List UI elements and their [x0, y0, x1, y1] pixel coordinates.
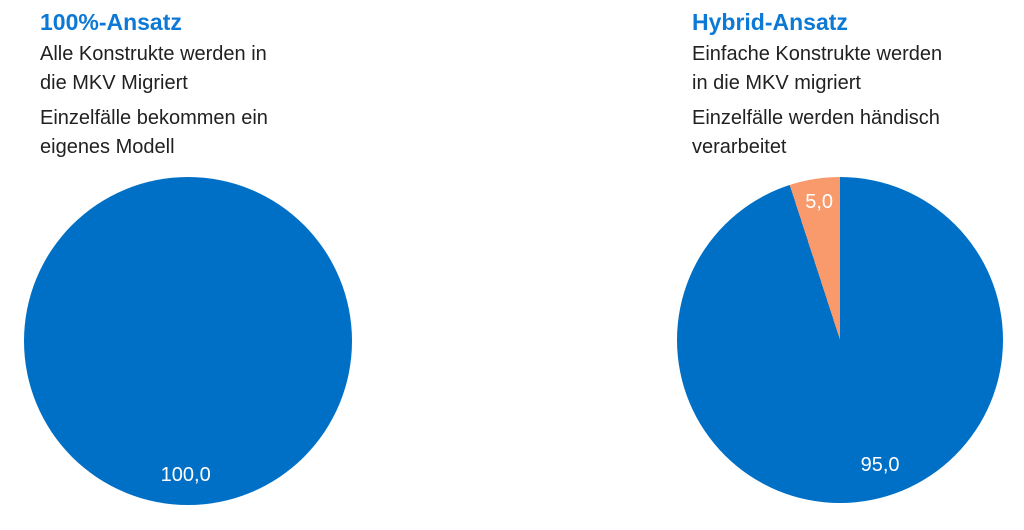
- panel-title-hybrid-ansatz: Hybrid-Ansatz: [692, 9, 848, 35]
- panel-paragraph: Alle Konstrukte werden in die MKV Migrie…: [40, 40, 360, 98]
- panel-hybrid-ansatz-text: Hybrid-Ansatz Einfache Konstrukte werden…: [692, 7, 1012, 162]
- pie-slice-value-label: 5,0: [805, 191, 834, 214]
- paragraph-line: Alle Konstrukte werden in: [40, 43, 267, 65]
- pie-slice-value-label: 95,0: [860, 453, 900, 476]
- panel-paragraph: Einzelfälle werden händisch verarbeitet: [692, 104, 1012, 162]
- pie-chart-hybrid-ansatz: 95,0 5,0: [677, 177, 1003, 503]
- panel-paragraph: Einfache Konstrukte werden in die MKV mi…: [692, 40, 1012, 98]
- paragraph-line: Einfache Konstrukte werden: [692, 43, 943, 65]
- panel-100-ansatz-text: 100%-Ansatz Alle Konstrukte werden in di…: [40, 7, 360, 162]
- paragraph-line: in die MKV migriert: [692, 72, 861, 94]
- paragraph-line: verarbeitet: [692, 136, 787, 158]
- paragraph-line: die MKV Migriert: [40, 72, 188, 94]
- panel-title-100-ansatz: 100%-Ansatz: [40, 9, 182, 35]
- panel-paragraph: Einzelfälle bekommen ein eigenes Modell: [40, 104, 360, 162]
- pie-slice-value-label: 100,0: [160, 464, 211, 487]
- paragraph-line: Einzelfälle werden händisch: [692, 107, 940, 129]
- pie-chart-100-ansatz: 100,0: [24, 177, 352, 505]
- paragraph-line: eigenes Modell: [40, 136, 175, 158]
- paragraph-line: Einzelfälle bekommen ein: [40, 107, 268, 129]
